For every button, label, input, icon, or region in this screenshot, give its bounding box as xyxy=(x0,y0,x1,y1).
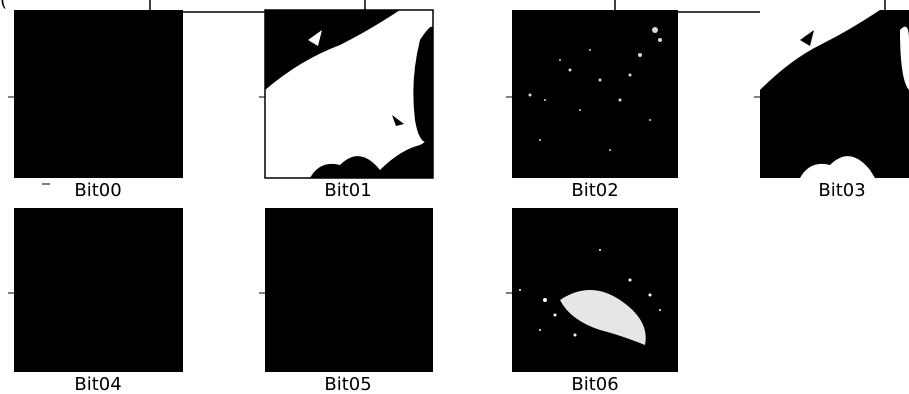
mask-image xyxy=(760,10,909,178)
figure-label: ( xyxy=(0,0,7,11)
mask-image xyxy=(14,10,183,178)
panel-label: Bit03 xyxy=(818,180,865,201)
mask-image xyxy=(512,208,678,372)
mask-image xyxy=(265,10,433,178)
panel-label: Bit02 xyxy=(571,180,618,201)
panel-label: Bit01 xyxy=(324,180,371,201)
figure: ( Bit00 Bit01 Bit02 xyxy=(0,0,909,394)
panel-label: Bit05 xyxy=(324,374,371,394)
mask-image xyxy=(512,10,678,178)
panel-label: Bit06 xyxy=(571,374,618,394)
mask-image xyxy=(14,208,183,372)
panel-label: Bit04 xyxy=(74,374,121,394)
panel-label: Bit00 xyxy=(74,180,121,201)
mask-image xyxy=(265,208,433,372)
